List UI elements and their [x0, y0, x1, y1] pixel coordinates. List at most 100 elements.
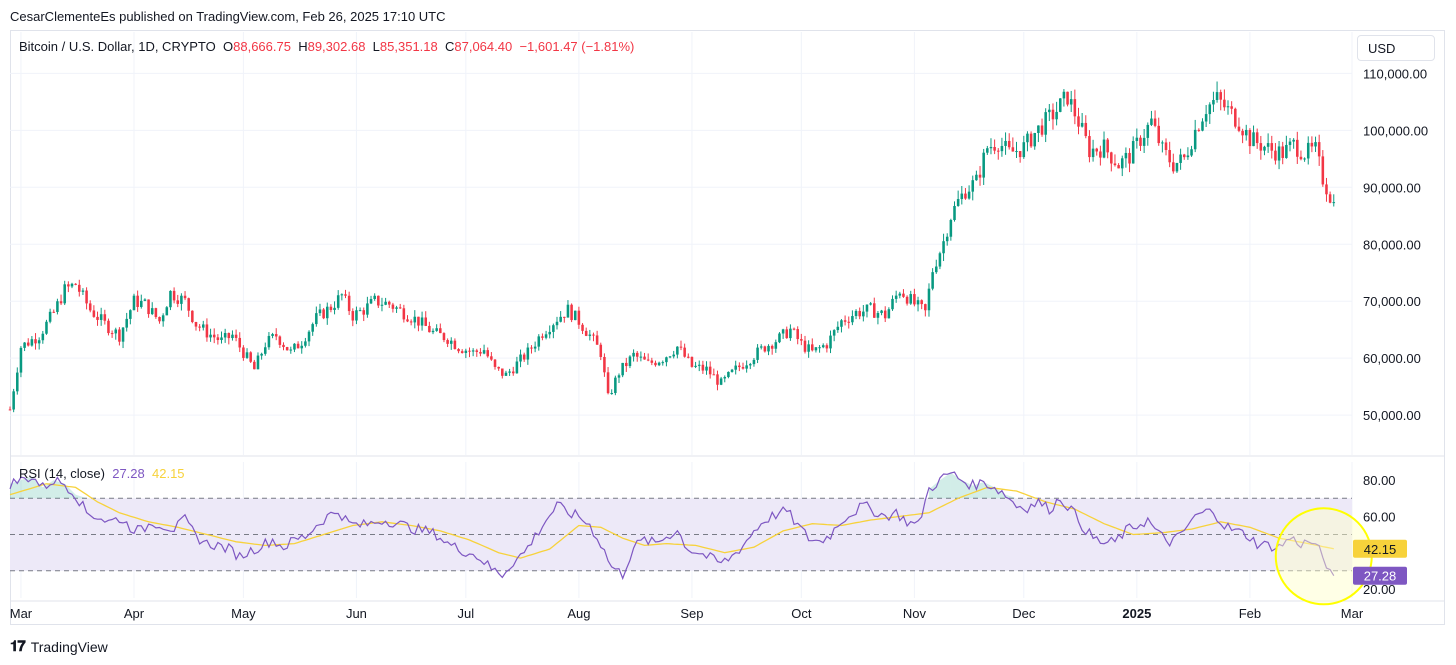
candle-down	[486, 350, 489, 357]
candle-up	[23, 342, 26, 348]
candle-up	[672, 354, 675, 357]
candle-down	[1172, 162, 1175, 172]
rsi-axis-label: 80.00	[1363, 473, 1396, 488]
candle-up	[169, 290, 172, 308]
time-axis-label: Sep	[680, 606, 703, 621]
candle-down	[194, 322, 198, 327]
tradingview-logo[interactable]: 𝟏𝟕 TradingView	[10, 638, 108, 655]
candle-down	[1110, 152, 1113, 164]
candle-down	[599, 344, 603, 357]
candle-down	[103, 314, 107, 321]
candle-up	[942, 241, 945, 254]
candle-up	[340, 294, 344, 296]
candle-down	[1281, 146, 1284, 158]
candle-up	[548, 331, 551, 335]
candle-down	[1073, 99, 1077, 117]
candle-up	[420, 317, 424, 326]
candle-up	[515, 361, 519, 374]
candle-down	[1117, 165, 1120, 169]
candle-up	[781, 329, 785, 334]
candle-down	[625, 362, 628, 367]
candle-down	[595, 335, 599, 345]
candle-up	[927, 288, 931, 311]
time-axis-label: Mar	[10, 606, 33, 621]
high-label: H	[298, 39, 308, 54]
candle-down	[873, 303, 876, 318]
candle-down	[803, 340, 807, 352]
candle-up	[48, 311, 52, 322]
candle-down	[1197, 129, 1201, 131]
candle-up	[854, 310, 858, 317]
candle-up	[223, 333, 227, 338]
candle-up	[552, 325, 555, 332]
candle-down	[460, 351, 464, 353]
candle-up	[140, 300, 143, 307]
rsi-ma-line	[9, 483, 1334, 559]
candle-up	[300, 345, 304, 349]
rsi-badge	[1353, 566, 1407, 585]
candle-up	[1015, 151, 1018, 153]
candle-up	[1292, 139, 1295, 142]
rsi-overbought-fill	[939, 472, 951, 499]
candle-up	[449, 340, 453, 344]
candle-up	[16, 372, 19, 392]
candle-down	[212, 334, 216, 338]
time-axis-label: Nov	[903, 606, 927, 621]
rsi-label[interactable]: RSI (14, close)	[19, 466, 105, 481]
candle-up	[307, 331, 311, 342]
candle-up	[70, 283, 74, 287]
time-axis-label: Mar	[1341, 606, 1364, 621]
candle-up	[202, 324, 205, 328]
candle-up	[1226, 106, 1230, 108]
candle-down	[453, 340, 457, 350]
candle-down	[1084, 122, 1088, 137]
candle-up	[1266, 143, 1270, 147]
candle-down	[110, 333, 114, 335]
candle-up	[129, 310, 132, 319]
candle-down	[26, 342, 30, 346]
candle-down	[8, 409, 12, 411]
currency-selector[interactable]: USD	[1357, 35, 1435, 61]
candle-up	[880, 310, 883, 314]
candle-down	[800, 339, 803, 341]
candle-up	[789, 328, 792, 339]
candle-up	[464, 350, 468, 353]
candle-down	[278, 336, 282, 345]
candle-up	[260, 353, 263, 356]
candle-up	[1175, 162, 1179, 172]
candle-down	[993, 146, 996, 151]
candle-down	[1029, 133, 1033, 147]
candle-down	[1182, 154, 1186, 158]
candle-down	[216, 337, 220, 341]
candle-down	[1219, 92, 1222, 100]
candle-up	[730, 369, 734, 372]
candle-up	[1212, 99, 1215, 105]
candle-down	[1299, 156, 1303, 160]
rsi-ma-value: 42.15	[152, 466, 185, 481]
candle-up	[960, 193, 964, 200]
candle-down	[85, 290, 88, 304]
candle-up	[632, 352, 635, 357]
candle-down	[708, 366, 712, 375]
candle-up	[1102, 139, 1106, 158]
candle-down	[858, 310, 861, 317]
candle-up	[931, 272, 934, 289]
badge-layer: 42.15 27.28	[1353, 539, 1407, 585]
candle-up	[336, 295, 340, 308]
candle-down	[274, 334, 278, 337]
candle-up	[245, 352, 249, 358]
candle-down	[606, 372, 610, 394]
candle-down	[511, 371, 515, 374]
candle-up	[1201, 121, 1204, 131]
candle-up	[778, 333, 781, 343]
candle-down	[136, 295, 139, 307]
candle-up	[289, 349, 293, 351]
candle-down	[650, 360, 654, 363]
candle-up	[508, 371, 511, 373]
candle-down	[577, 310, 581, 325]
symbol-label[interactable]: Bitcoin / U.S. Dollar, 1D, CRYPTO	[19, 39, 216, 54]
grid-layer	[10, 32, 1445, 602]
candle-up	[1277, 146, 1281, 161]
candle-down	[1237, 126, 1241, 131]
